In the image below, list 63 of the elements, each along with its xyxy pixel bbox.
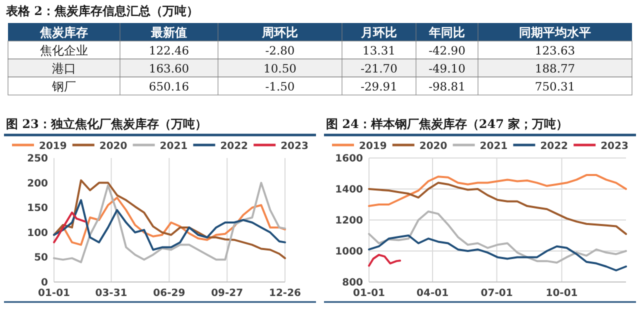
text: 750.31	[534, 80, 576, 94]
text: 焦炭库存	[39, 26, 88, 40]
line-series	[368, 254, 402, 267]
x-tick-label: 09-27	[211, 288, 244, 299]
line-series	[368, 210, 627, 264]
y-tick-label: 100	[27, 228, 48, 239]
x-tick-label: 06-29	[153, 288, 186, 299]
x-tick-label: 10-01	[546, 288, 578, 299]
legend-label: 2021	[160, 141, 188, 152]
category-label: 周环比	[261, 26, 298, 40]
text: -2.80	[265, 44, 295, 58]
y-tick-label: 0	[41, 278, 48, 288]
chart-title: 图 23：独立焦化厂焦炭库存（万吨）	[6, 117, 207, 131]
category-label: 年同比	[428, 26, 465, 40]
x-tick-label: 03-31	[95, 288, 128, 299]
y-tick-label: 1400	[335, 184, 364, 196]
category-label: 同期平均水平	[519, 26, 591, 40]
x-tick-label: 01-01	[38, 288, 70, 299]
text: -49.10	[428, 62, 466, 76]
category-label: 最新值	[150, 26, 187, 40]
legend-label: 2020	[419, 141, 448, 152]
legend-label: 2020	[99, 141, 128, 152]
text: 188.77	[534, 62, 576, 76]
text: 123.63	[534, 44, 576, 58]
text: 163.60	[148, 62, 190, 76]
legend-label: 2019	[359, 141, 387, 152]
line-series	[53, 212, 86, 244]
text: -21.70	[360, 62, 398, 76]
text: 122.46	[148, 44, 190, 58]
text: -29.91	[360, 80, 398, 94]
legend-label: 2022	[220, 141, 248, 152]
y-tick-label: 200	[27, 178, 48, 190]
text: -98.81	[428, 80, 466, 94]
legend-label: 2019	[39, 141, 67, 152]
line-series	[368, 174, 627, 208]
y-tick-label: 1200	[335, 216, 364, 226]
x-tick-label: 07-01	[480, 288, 513, 299]
category-label: 焦化企业	[40, 44, 88, 58]
x-tick-label: 01-01	[353, 288, 386, 299]
category-label: 港口	[52, 62, 76, 76]
category-label: 钢厂	[52, 80, 76, 94]
category-label: 月环比	[360, 26, 397, 40]
text: -42.90	[428, 44, 466, 58]
line-series	[368, 234, 627, 272]
y-tick-label: 800	[342, 278, 364, 288]
y-tick-label: 1600	[335, 154, 364, 164]
legend-label: 2023	[280, 141, 308, 152]
text: 表格 2：焦炭库存信息汇总（万吨）	[5, 4, 199, 18]
y-tick-label: 1000	[335, 246, 364, 258]
text: 10.50	[264, 62, 296, 76]
legend-label: 2023	[600, 141, 628, 152]
chart-title: 图 24：样本钢厂焦炭库存（247 家；万吨）	[326, 117, 568, 131]
x-tick-label: 04-01	[416, 288, 449, 299]
text: -1.50	[265, 80, 295, 94]
y-tick-label: 50	[34, 252, 48, 264]
x-tick-label: 12-26	[269, 288, 302, 299]
legend-label: 2022	[540, 141, 568, 152]
legend-label: 2021	[480, 141, 508, 152]
y-tick-label: 250	[27, 154, 48, 164]
text: 13.31	[362, 44, 396, 58]
line-series	[368, 182, 627, 235]
text: 650.16	[148, 80, 190, 94]
y-tick-label: 150	[27, 203, 48, 214]
